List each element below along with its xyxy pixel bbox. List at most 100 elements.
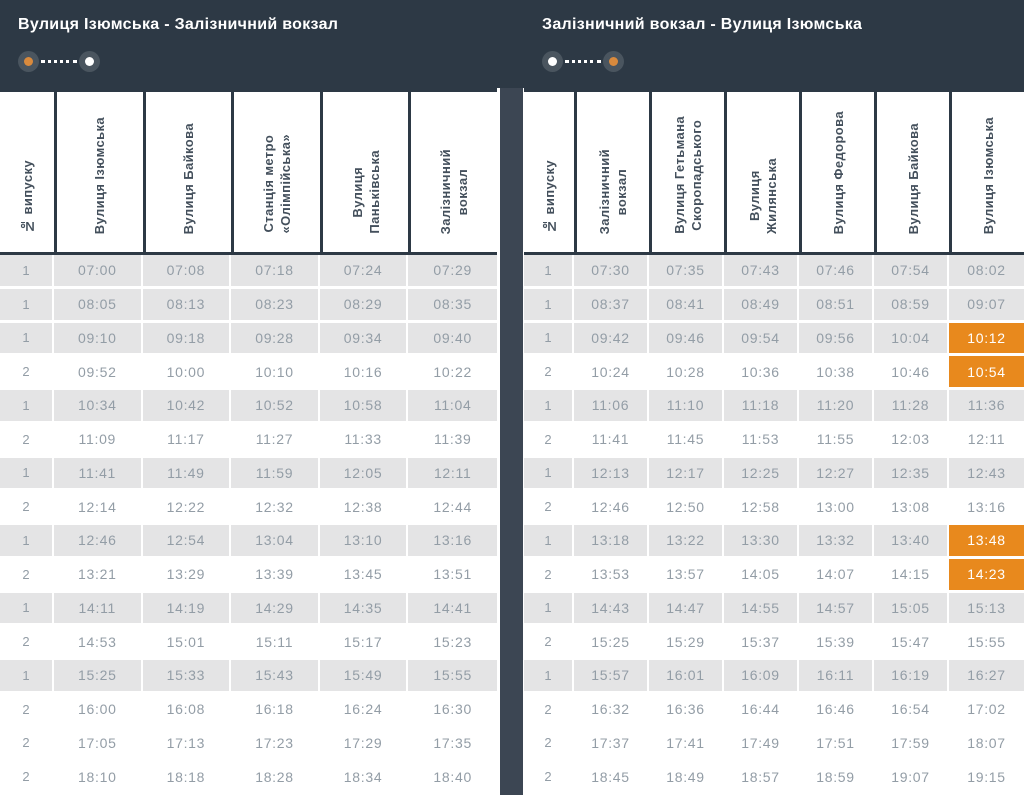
trip-number-cell: 1 bbox=[0, 322, 54, 357]
timetable-row: 2 18:45 18:49 18:57 18:59 19:07 19:15 bbox=[524, 761, 1024, 795]
time-cell: 15:01 bbox=[142, 626, 232, 660]
time-cell: 16:01 bbox=[649, 660, 724, 694]
time-cell: 15:29 bbox=[649, 626, 724, 660]
time-cell: 17:23 bbox=[231, 727, 320, 762]
time-cell: 10:22 bbox=[408, 356, 497, 390]
route-end-dot-icon bbox=[603, 51, 624, 72]
time-cell: 08:23 bbox=[231, 288, 320, 323]
time-cell: 07:54 bbox=[874, 255, 949, 289]
trip-number-cell: 2 bbox=[524, 356, 574, 390]
time-cell: 15:25 bbox=[54, 660, 143, 694]
time-cell: 10:34 bbox=[54, 390, 143, 424]
time-cell: 10:04 bbox=[874, 322, 949, 357]
timetable-row: 1 07:00 07:08 07:18 07:24 07:29 bbox=[0, 255, 497, 289]
column-header-stop: Вулиця Ізюмська bbox=[949, 92, 1024, 255]
trip-number-cell: 1 bbox=[524, 457, 574, 492]
time-cell: 19:07 bbox=[874, 761, 949, 795]
time-cell: 16:19 bbox=[874, 660, 949, 694]
route-start-dot-icon bbox=[542, 51, 563, 72]
panel-inbound: Залізничний вокзал - Вулиця Ізюмська № в… bbox=[524, 0, 1024, 795]
time-cell: 13:04 bbox=[231, 525, 320, 559]
trip-number-cell: 2 bbox=[0, 727, 54, 762]
column-header-stop: Вулиця Федорова bbox=[799, 92, 874, 255]
timetable-row: 1 11:41 11:49 11:59 12:05 12:11 bbox=[0, 457, 497, 492]
time-cell: 13:53 bbox=[574, 558, 649, 593]
time-cell: 11:39 bbox=[408, 423, 497, 458]
time-cell: 16:30 bbox=[408, 693, 497, 728]
time-cell: 11:06 bbox=[574, 390, 649, 424]
time-cell: 12:03 bbox=[874, 423, 949, 458]
time-cell: 12:58 bbox=[724, 491, 799, 525]
time-cell: 16:27 bbox=[949, 660, 1024, 694]
timetable-row: 1 09:42 09:46 09:54 09:56 10:04 10:12 bbox=[524, 322, 1024, 357]
time-cell: 07:30 bbox=[574, 255, 649, 289]
time-cell: 16:08 bbox=[142, 693, 232, 728]
time-cell: 12:50 bbox=[649, 491, 724, 525]
trip-number-cell: 2 bbox=[0, 491, 54, 525]
trip-number-cell: 1 bbox=[0, 592, 54, 627]
trip-number-cell: 2 bbox=[0, 626, 54, 660]
timetable-row: 1 07:30 07:35 07:43 07:46 07:54 08:02 bbox=[524, 255, 1024, 289]
time-cell: 12:35 bbox=[874, 457, 949, 492]
time-cell: 11:49 bbox=[142, 457, 232, 492]
timetable-row: 1 08:05 08:13 08:23 08:29 08:35 bbox=[0, 288, 497, 323]
time-cell: 18:10 bbox=[54, 761, 143, 795]
column-header-label: Вулиця Байкова bbox=[905, 122, 921, 234]
trip-number-cell: 1 bbox=[524, 322, 574, 357]
highlighted-time-cell: 13:48 bbox=[949, 525, 1024, 559]
time-cell: 16:11 bbox=[799, 660, 874, 694]
time-cell: 12:05 bbox=[319, 457, 409, 492]
time-cell: 08:59 bbox=[874, 288, 949, 323]
trip-number-cell: 1 bbox=[0, 390, 54, 424]
time-cell: 11:53 bbox=[724, 423, 799, 458]
time-cell: 12:13 bbox=[574, 457, 649, 492]
time-cell: 07:46 bbox=[799, 255, 874, 289]
time-cell: 15:05 bbox=[874, 592, 949, 627]
time-cell: 09:42 bbox=[574, 322, 649, 357]
time-cell: 14:05 bbox=[724, 558, 799, 593]
trip-number-cell: 1 bbox=[0, 288, 54, 323]
time-cell: 12:32 bbox=[231, 491, 320, 525]
time-cell: 07:00 bbox=[54, 255, 143, 289]
timetable-row: 1 11:06 11:10 11:18 11:20 11:28 11:36 bbox=[524, 390, 1024, 424]
time-cell: 12:43 bbox=[949, 457, 1024, 492]
time-cell: 10:28 bbox=[649, 356, 724, 390]
timetable-row: 1 15:25 15:33 15:43 15:49 15:55 bbox=[0, 660, 497, 694]
dot-core bbox=[609, 57, 618, 66]
time-cell: 11:59 bbox=[231, 457, 320, 492]
time-cell: 12:44 bbox=[408, 491, 497, 525]
time-cell: 10:24 bbox=[574, 356, 649, 390]
time-cell: 16:36 bbox=[649, 693, 724, 728]
time-cell: 16:46 bbox=[799, 693, 874, 728]
timetable-row: 2 17:37 17:41 17:49 17:51 17:59 18:07 bbox=[524, 727, 1024, 762]
time-cell: 11:18 bbox=[724, 390, 799, 424]
timetable-row: 1 12:46 12:54 13:04 13:10 13:16 bbox=[0, 525, 497, 559]
time-cell: 14:11 bbox=[54, 592, 143, 627]
time-cell: 18:45 bbox=[574, 761, 649, 795]
time-cell: 13:00 bbox=[799, 491, 874, 525]
time-cell: 08:35 bbox=[408, 288, 497, 323]
time-cell: 15:57 bbox=[574, 660, 649, 694]
time-cell: 10:58 bbox=[319, 390, 409, 424]
time-cell: 13:22 bbox=[649, 525, 724, 559]
trip-number-cell: 2 bbox=[524, 423, 574, 458]
time-cell: 17:51 bbox=[799, 727, 874, 762]
time-cell: 13:29 bbox=[142, 558, 232, 593]
time-cell: 16:00 bbox=[54, 693, 143, 728]
highlighted-time-cell: 14:23 bbox=[949, 558, 1024, 593]
time-cell: 17:02 bbox=[949, 693, 1024, 728]
time-cell: 11:41 bbox=[54, 457, 143, 492]
column-header-stop: Вулиця Жилянська bbox=[724, 92, 799, 255]
time-cell: 08:41 bbox=[649, 288, 724, 323]
timetable-row: 1 09:10 09:18 09:28 09:34 09:40 bbox=[0, 322, 497, 357]
time-cell: 13:08 bbox=[874, 491, 949, 525]
timetable-row: 2 11:41 11:45 11:53 11:55 12:03 12:11 bbox=[524, 423, 1024, 458]
route-dotted-line bbox=[41, 60, 77, 63]
time-cell: 08:13 bbox=[142, 288, 232, 323]
column-header-stop: Вулиця Ізюмська bbox=[54, 92, 143, 255]
time-cell: 13:51 bbox=[408, 558, 497, 593]
timetable-inbound: № випуску Залізничний вокзал Вулиця Гетьма… bbox=[524, 88, 1024, 795]
time-cell: 08:51 bbox=[799, 288, 874, 323]
time-cell: 14:19 bbox=[142, 592, 232, 627]
column-header-stop: Залізничний вокзал bbox=[408, 92, 497, 255]
